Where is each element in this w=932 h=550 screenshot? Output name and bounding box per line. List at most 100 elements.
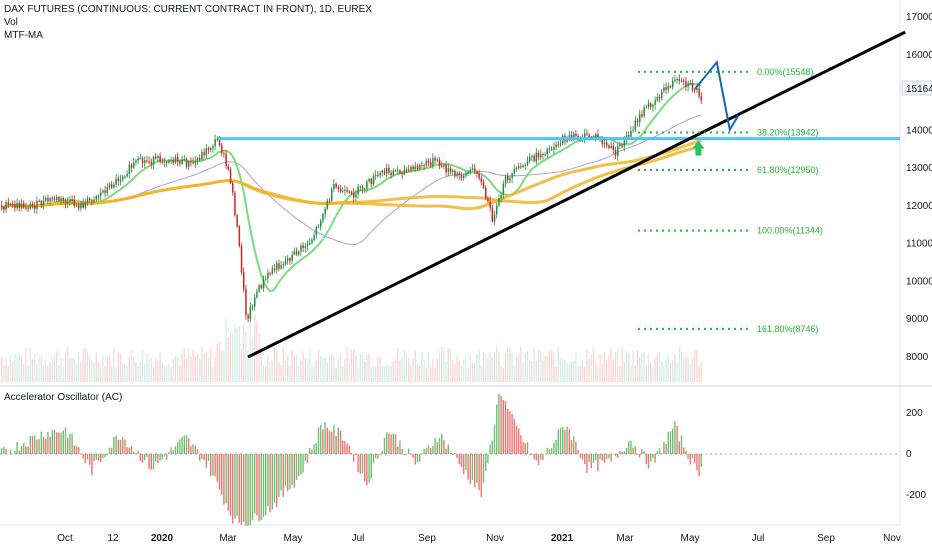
- ac-bar: [533, 454, 535, 460]
- volume-bar: [18, 353, 20, 382]
- volume-bar: [515, 356, 518, 382]
- candle-body: [375, 174, 377, 177]
- ac-bar: [383, 437, 386, 454]
- candle-body: [245, 288, 247, 316]
- candle-body: [328, 200, 331, 202]
- ac-bar: [544, 454, 546, 455]
- volume-bar: [531, 361, 533, 382]
- candle-body: [524, 165, 527, 167]
- candle-body: [95, 196, 98, 200]
- volume-bar: [95, 352, 97, 382]
- ac-bar: [401, 449, 403, 454]
- ac-bar: [663, 441, 665, 454]
- volume-bar: [368, 353, 370, 382]
- volume-bar: [34, 353, 36, 382]
- candle-body: [656, 97, 659, 101]
- ac-bar: [410, 454, 412, 455]
- candle-body: [249, 306, 252, 319]
- volume-bar: [632, 350, 634, 382]
- candle-body: [504, 176, 507, 184]
- ac-bar: [207, 454, 210, 461]
- volume-bar: [463, 359, 465, 382]
- price-tick-label: 12000: [906, 201, 932, 212]
- ac-bar: [603, 454, 606, 463]
- volume-bar: [155, 358, 157, 382]
- ac-bar: [122, 436, 124, 454]
- ac-bar: [416, 454, 419, 463]
- volume-bar: [93, 363, 95, 382]
- candle-body: [595, 134, 597, 138]
- volume-bar: [586, 349, 588, 382]
- ac-legend[interactable]: Accelerator Oscillator (AC): [4, 392, 123, 403]
- candle-body: [498, 198, 500, 206]
- volume-bar: [333, 357, 335, 382]
- ac-bar: [106, 454, 108, 456]
- candle-body: [207, 147, 210, 150]
- ac-bar: [168, 451, 170, 454]
- volume-bar: [452, 359, 454, 382]
- candle-body: [540, 154, 542, 158]
- candle-body: [5, 202, 7, 210]
- ac-bar: [546, 447, 548, 454]
- candle-body: [262, 279, 265, 289]
- volume-bar: [300, 359, 302, 382]
- ac-bar: [152, 454, 155, 470]
- ac-bar: [16, 441, 18, 454]
- ac-bar: [337, 427, 339, 454]
- ac-bar: [84, 454, 86, 463]
- candle-body: [150, 161, 153, 165]
- fib-label: 38.20%(13942): [757, 128, 819, 138]
- volume-bar: [245, 331, 247, 382]
- candle-body: [73, 199, 76, 206]
- ac-bar: [485, 454, 487, 472]
- ac-bar: [245, 454, 247, 526]
- ac-bar: [344, 441, 346, 454]
- volume-bar: [535, 361, 537, 382]
- ac-bar: [617, 454, 619, 458]
- candle-body: [412, 166, 414, 170]
- volume-bar: [390, 365, 392, 382]
- volume-bar: [628, 353, 630, 382]
- volume-bar: [278, 361, 280, 382]
- candle-body: [544, 154, 546, 156]
- ma-legend[interactable]: MTF-MA: [4, 30, 43, 41]
- volume-bar: [542, 360, 544, 382]
- candle-body: [485, 187, 487, 199]
- candle-body: [441, 165, 443, 167]
- fib-label: 0.00%(15548): [757, 67, 814, 77]
- candle-body: [643, 107, 645, 117]
- volume-bar: [240, 348, 243, 382]
- price-tick-label: 10000: [906, 276, 932, 287]
- ac-bar: [36, 439, 38, 454]
- volume-bar: [284, 360, 287, 382]
- vol-legend[interactable]: Vol: [4, 17, 18, 28]
- volume-bar: [645, 365, 647, 382]
- candle-body: [45, 198, 47, 201]
- time-axis[interactable]: Oct 12 2020 Mar May Jul Sep Nov 2021 Mar May Jul Sep…: [57, 533, 901, 544]
- ac-bar: [108, 447, 111, 454]
- candle-body: [357, 186, 359, 195]
- ac-bar: [414, 454, 416, 465]
- candle-body: [612, 145, 615, 150]
- volume-bar: [456, 355, 458, 382]
- ac-bar: [7, 454, 9, 455]
- candle-body: [575, 133, 577, 137]
- volume-bar: [581, 360, 584, 382]
- volume-bar: [667, 354, 669, 382]
- volume-bar: [201, 346, 203, 382]
- ac-bar: [628, 441, 630, 454]
- chart-title[interactable]: DAX FUTURES (CONTINUOUS: CURRENT CONTRAC…: [4, 4, 372, 15]
- price-tick-label: 9000: [906, 314, 929, 325]
- volume-bar: [251, 338, 254, 382]
- candle-body: [566, 140, 568, 142]
- candle-body: [82, 203, 84, 208]
- volume-bar: [25, 347, 27, 382]
- ac-bar: [194, 445, 196, 454]
- ac-bar: [496, 404, 498, 454]
- volume-bar: [672, 360, 674, 382]
- candle-body: [654, 100, 656, 105]
- volume-bar: [564, 360, 566, 382]
- ac-bar: [20, 446, 23, 454]
- candle-body: [691, 83, 694, 90]
- ac-bar: [269, 454, 271, 513]
